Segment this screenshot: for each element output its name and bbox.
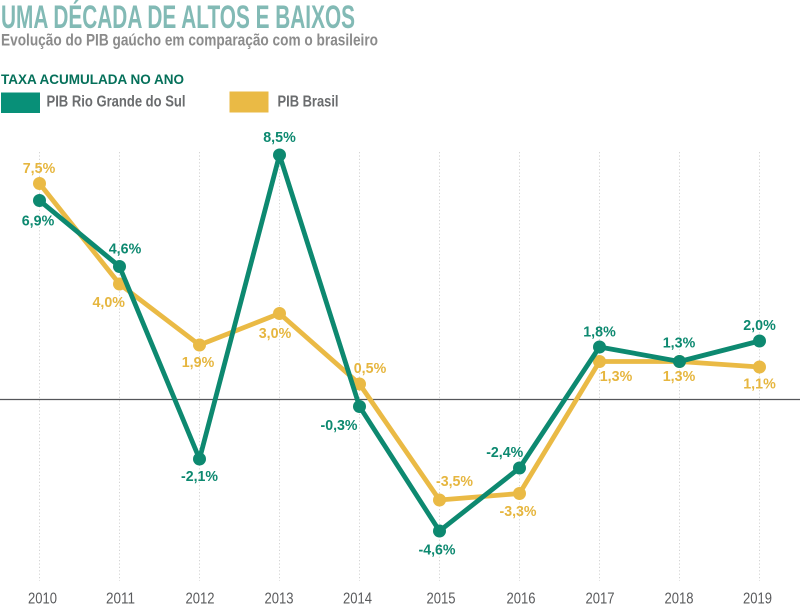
svg-text:0,5%: 0,5%: [354, 360, 387, 377]
svg-text:6,9%: 6,9%: [22, 213, 55, 230]
svg-text:4,0%: 4,0%: [92, 294, 125, 311]
svg-text:4,6%: 4,6%: [109, 241, 142, 258]
svg-text:2,0%: 2,0%: [743, 317, 776, 334]
svg-text:1,3%: 1,3%: [663, 335, 696, 352]
svg-text:2011: 2011: [106, 591, 135, 608]
svg-text:-3,3%: -3,3%: [500, 503, 537, 520]
svg-text:7,5%: 7,5%: [23, 160, 56, 177]
svg-text:8,5%: 8,5%: [263, 129, 296, 146]
svg-text:2014: 2014: [343, 591, 372, 608]
svg-text:3,0%: 3,0%: [259, 325, 292, 342]
svg-text:1,3%: 1,3%: [663, 368, 696, 385]
svg-text:2016: 2016: [507, 591, 536, 608]
svg-text:2012: 2012: [186, 591, 215, 608]
svg-text:Evolução do PIB gaúcho em comp: Evolução do PIB gaúcho em comparação com…: [1, 32, 378, 50]
svg-text:1,8%: 1,8%: [583, 324, 616, 341]
svg-text:PIB Brasil: PIB Brasil: [278, 94, 339, 111]
svg-text:2017: 2017: [586, 591, 615, 608]
svg-text:-4,6%: -4,6%: [419, 542, 456, 559]
svg-text:1,9%: 1,9%: [182, 354, 215, 371]
svg-text:-2,4%: -2,4%: [486, 444, 523, 461]
svg-text:-2,1%: -2,1%: [181, 468, 218, 485]
svg-text:2013: 2013: [265, 591, 294, 608]
svg-text:2010: 2010: [28, 591, 57, 608]
svg-text:PIB Rio Grande do Sul: PIB Rio Grande do Sul: [47, 94, 186, 111]
svg-text:-0,3%: -0,3%: [321, 417, 358, 434]
svg-text:2015: 2015: [427, 591, 456, 608]
svg-text:2018: 2018: [665, 591, 694, 608]
svg-text:UMA DÉCADA DE ALTOS E BAIXOS: UMA DÉCADA DE ALTOS E BAIXOS: [1, 0, 355, 35]
svg-text:1,1%: 1,1%: [743, 376, 776, 393]
svg-text:1,3%: 1,3%: [600, 368, 633, 385]
svg-text:2019: 2019: [743, 591, 772, 608]
svg-text:TAXA ACUMULADA NO ANO: TAXA ACUMULADA NO ANO: [1, 71, 184, 87]
svg-text:-3,5%: -3,5%: [436, 473, 473, 490]
